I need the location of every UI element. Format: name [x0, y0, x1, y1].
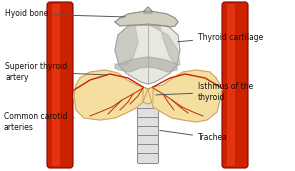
FancyBboxPatch shape: [137, 127, 158, 136]
FancyBboxPatch shape: [47, 2, 73, 168]
FancyBboxPatch shape: [137, 109, 158, 119]
FancyBboxPatch shape: [222, 2, 248, 168]
FancyBboxPatch shape: [137, 100, 158, 109]
FancyBboxPatch shape: [137, 135, 158, 146]
FancyBboxPatch shape: [137, 90, 158, 101]
Text: Thyroid cartilage: Thyroid cartilage: [178, 32, 263, 42]
FancyBboxPatch shape: [227, 4, 235, 166]
FancyBboxPatch shape: [137, 144, 158, 155]
FancyBboxPatch shape: [52, 4, 60, 166]
Polygon shape: [144, 7, 152, 13]
Polygon shape: [115, 24, 180, 84]
Polygon shape: [143, 87, 153, 104]
Polygon shape: [115, 26, 138, 65]
Text: Trachea: Trachea: [160, 130, 228, 142]
FancyBboxPatch shape: [137, 154, 158, 163]
Text: Superior thyroid
artery: Superior thyroid artery: [5, 62, 107, 82]
Text: Isthmus of the
thyroid: Isthmus of the thyroid: [156, 82, 253, 102]
Text: Common carotid
arteries: Common carotid arteries: [4, 112, 74, 132]
Polygon shape: [148, 70, 222, 122]
Polygon shape: [115, 11, 178, 27]
FancyBboxPatch shape: [137, 117, 158, 128]
Text: Hyoid bone: Hyoid bone: [5, 10, 125, 18]
Polygon shape: [115, 57, 177, 72]
Polygon shape: [148, 24, 180, 65]
Polygon shape: [74, 70, 148, 120]
